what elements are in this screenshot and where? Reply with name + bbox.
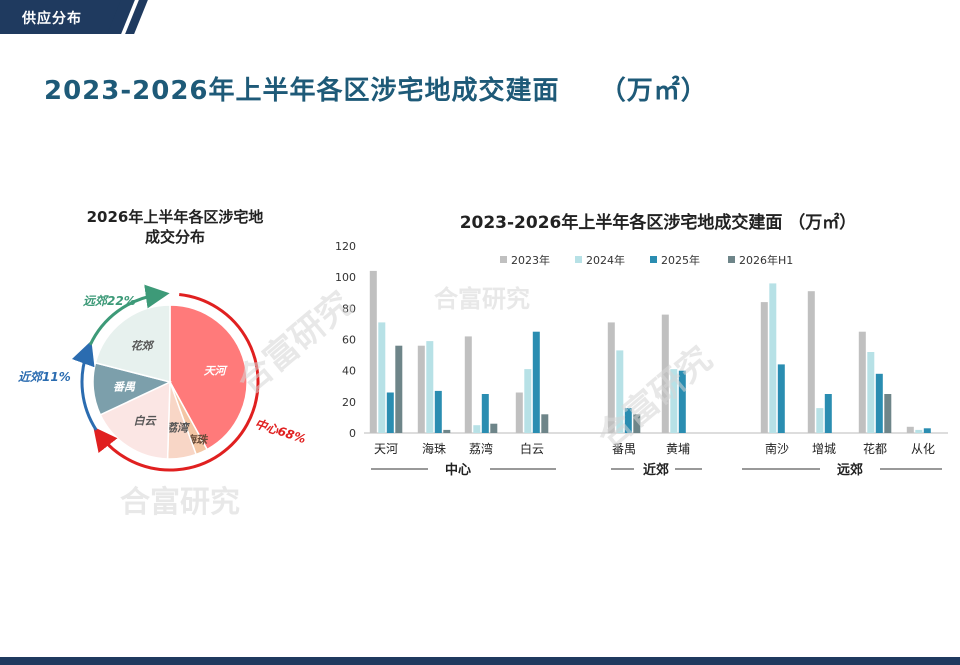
bar [670, 369, 678, 433]
bar-chart: 2023-2026年上半年各区涉宅地成交建面 （万㎡） 0 20 40 60 80 100… [335, 212, 948, 478]
y-tick-label: 60 [342, 334, 356, 347]
bar [624, 408, 632, 433]
bar [434, 390, 442, 433]
bar [867, 352, 875, 433]
legend-swatch [500, 256, 507, 263]
bar [760, 302, 768, 433]
bottom-bar [0, 657, 960, 665]
x-tick-label: 白云 [520, 441, 544, 456]
x-tick-label: 荔湾 [469, 441, 493, 456]
legend-swatch [575, 256, 582, 263]
x-tick-label: 增城 [812, 442, 836, 456]
bar [915, 429, 923, 433]
section-tag-label: 供应分布 [22, 11, 82, 27]
bar [661, 314, 669, 433]
x-tick-label: 花都 [863, 441, 887, 456]
bar-chart-title: 2023-2026年上半年各区涉宅地成交建面 （万㎡） [460, 212, 857, 233]
legend-label: 2026年H1 [739, 253, 793, 267]
pie-slice-label: 番禺 [113, 380, 136, 393]
bar [607, 322, 615, 433]
bar [481, 394, 489, 433]
pie-slice [99, 380, 171, 460]
bar [884, 394, 892, 433]
bar [490, 423, 498, 433]
legend-label: 2024年 [586, 253, 625, 267]
pie-title-line-2: 成交分布 [145, 228, 205, 246]
x-tick-label: 南沙 [765, 441, 789, 456]
pie-slice-label: 花郊 [131, 340, 155, 353]
legend-label: 2025年 [661, 253, 700, 267]
pie-slice-label: 天河 [204, 365, 229, 378]
bar [769, 283, 777, 433]
bar [616, 350, 624, 433]
bar [515, 392, 523, 433]
bar [426, 341, 434, 433]
bar [633, 414, 641, 433]
group-share-label: 近郊11% [18, 370, 71, 384]
bar [417, 345, 425, 433]
pie-slice [169, 304, 248, 451]
bar [678, 370, 686, 433]
bar [906, 426, 914, 433]
legend-swatch [650, 256, 657, 263]
y-tick-label: 120 [335, 240, 356, 253]
pie-title-line-1: 2026年上半年各区涉宅地 [87, 208, 264, 226]
bar [807, 291, 815, 433]
group-arc [93, 292, 260, 472]
bar [386, 392, 394, 433]
x-tick-label: 从化 [911, 442, 935, 456]
y-tick-label: 40 [342, 365, 356, 378]
bar [369, 270, 377, 433]
page-title: 2023-2026年上半年各区涉宅地成交建面 （万㎡） [44, 76, 708, 106]
pie-slice-label: 荔湾 [165, 422, 190, 435]
bar [524, 369, 532, 433]
bar [777, 364, 785, 433]
x-tick-label: 黄埔 [666, 442, 690, 456]
x-tick-label: 海珠 [422, 441, 446, 456]
group-arc [88, 284, 170, 346]
group-share-label: 远郊22% [83, 294, 136, 308]
y-tick-label: 100 [335, 271, 356, 284]
y-tick-label: 20 [342, 396, 356, 409]
bar [443, 429, 451, 433]
group-share-label: 中心68% [253, 417, 307, 447]
bar [923, 428, 931, 433]
y-tick-label: 0 [349, 427, 356, 440]
legend-swatch [728, 256, 735, 263]
bar [816, 408, 824, 433]
bar [464, 336, 472, 433]
bar [395, 345, 403, 433]
section-tag [0, 0, 126, 34]
legend-label: 2023年 [511, 253, 550, 267]
group-label: 远郊 [837, 462, 863, 478]
group-arc [71, 340, 98, 431]
pie-slice-label: 白云 [134, 415, 157, 428]
x-tick-label: 番禺 [612, 442, 636, 456]
bar [541, 414, 549, 433]
bar [875, 373, 883, 433]
bar [532, 331, 540, 433]
group-label: 中心 [445, 462, 471, 478]
bar [824, 394, 832, 433]
x-tick-label: 天河 [374, 442, 398, 456]
bar [378, 322, 386, 433]
bar [858, 331, 866, 433]
bar [473, 425, 481, 433]
group-label: 近郊 [643, 462, 669, 478]
y-tick-label: 80 [342, 302, 356, 315]
